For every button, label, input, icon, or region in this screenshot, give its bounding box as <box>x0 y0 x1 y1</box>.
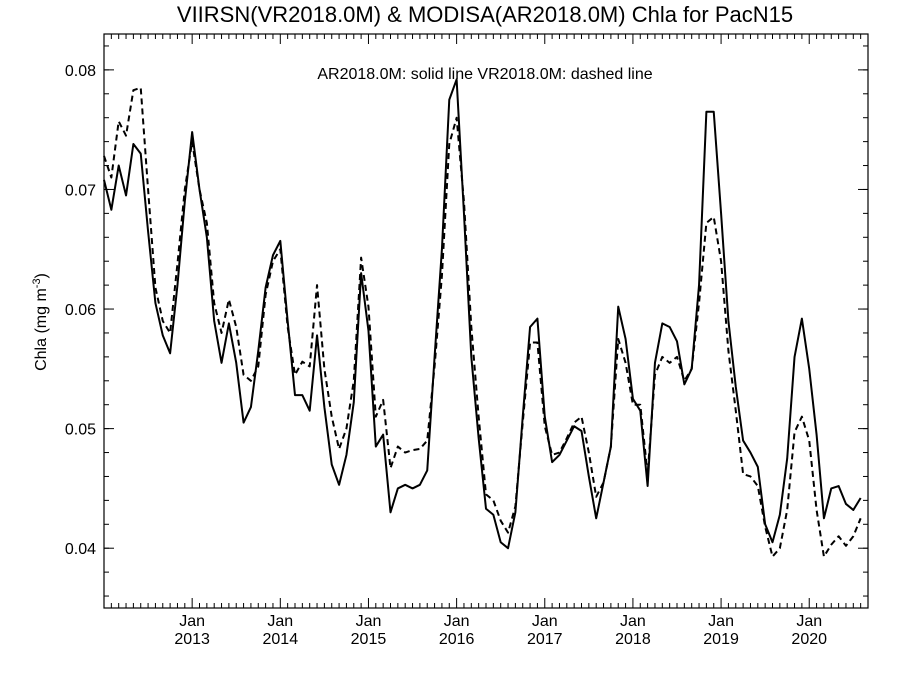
y-tick-label: 0.08 <box>65 63 96 80</box>
series-line-ar2018-0m <box>103 78 862 550</box>
x-tick-year-label: 2015 <box>351 631 387 648</box>
y-axis-label-main: Chla (mg m <box>33 288 50 371</box>
y-tick-label: 0.05 <box>65 422 96 439</box>
x-tick-month-label: Jan <box>532 613 558 630</box>
y-axis-label-close: ) <box>33 273 50 278</box>
x-tick-month-label: Jan <box>179 613 205 630</box>
y-tick-label: 0.07 <box>65 182 96 199</box>
x-tick-month-label: Jan <box>620 613 646 630</box>
x-tick-month-label: Jan <box>267 613 293 630</box>
x-tick-month-label: Jan <box>444 613 470 630</box>
x-tick-year-label: 2016 <box>439 631 475 648</box>
y-tick-label: 0.04 <box>65 541 96 558</box>
x-tick-month-label: Jan <box>796 613 822 630</box>
x-tick-month-label: Jan <box>708 613 734 630</box>
line-style-annotation: AR2018.0M: solid line VR2018.0M: dashed … <box>317 66 652 83</box>
y-tick-label: 0.06 <box>65 302 96 319</box>
y-axis-label: Chla (mg m-3) <box>31 273 50 371</box>
x-tick-year-label: 2017 <box>527 631 563 648</box>
x-tick-month-label: Jan <box>356 613 382 630</box>
x-tick-year-label: 2019 <box>703 631 739 648</box>
y-axis-label-superscript: -3 <box>31 278 43 288</box>
series-line-vr2018-0m <box>103 86 862 558</box>
x-tick-year-label: 2020 <box>791 631 827 648</box>
x-tick-year-label: 2013 <box>174 631 210 648</box>
x-tick-year-label: 2014 <box>263 631 299 648</box>
x-tick-year-label: 2018 <box>615 631 651 648</box>
chart-title: VIIRSN(VR2018.0M) & MODISA(AR2018.0M) Ch… <box>177 2 793 27</box>
plot-area: 0.040.050.060.070.08Jan2013Jan2014Jan201… <box>65 33 869 648</box>
